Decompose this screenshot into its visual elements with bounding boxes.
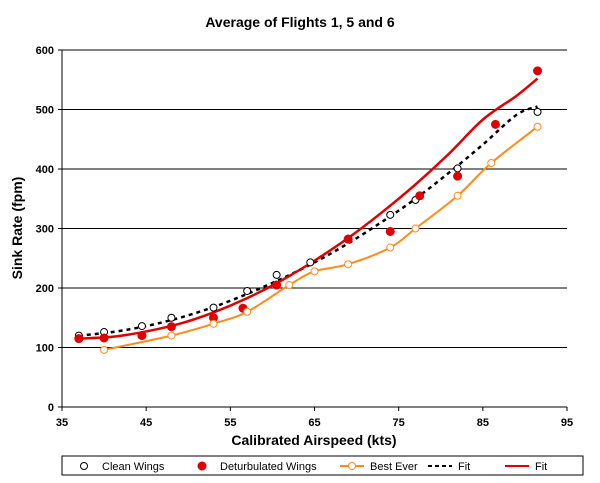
x-tick-label: 75 xyxy=(393,417,405,429)
x-tick-label: 55 xyxy=(224,417,236,429)
y-tick-label: 200 xyxy=(36,283,54,295)
x-tick-labels: 35 45 55 65 75 85 95 xyxy=(56,417,573,429)
data-point-1 xyxy=(385,226,395,236)
data-point-1 xyxy=(343,234,353,244)
data-point-2 xyxy=(386,243,395,252)
data-point-2 xyxy=(487,159,496,168)
data-point-2 xyxy=(310,267,319,276)
x-tick-label: 45 xyxy=(140,417,152,429)
data-point-2 xyxy=(243,307,252,316)
data-point-1 xyxy=(415,191,425,201)
y-tick-labels: 0 100 200 300 400 500 600 xyxy=(36,45,54,414)
y-tick-label: 100 xyxy=(36,343,54,355)
gridlines xyxy=(62,49,567,348)
data-point-1 xyxy=(490,119,500,129)
y-axis-title: Sink Rate (fpm) xyxy=(9,177,25,280)
legend-marker-2 xyxy=(348,462,356,470)
data-point-2 xyxy=(453,191,462,200)
data-point-2 xyxy=(100,345,109,354)
x-tick-label: 95 xyxy=(561,417,573,429)
data-point-1 xyxy=(272,280,282,290)
chart-title: Average of Flights 1, 5 and 6 xyxy=(205,14,395,30)
x-tick-label: 85 xyxy=(477,417,489,429)
legend-label-0: Clean Wings xyxy=(102,461,165,473)
legend-box xyxy=(61,455,584,476)
legend: Clean Wings Deturbulated Wings Best Ever Fi… xyxy=(61,455,584,476)
y-tick-label: 600 xyxy=(36,45,54,57)
x-axis-title: Calibrated Airspeed (kts) xyxy=(231,432,396,448)
legend-label-3: Fit xyxy=(458,461,470,473)
data-point-0 xyxy=(453,164,462,173)
data-point-2 xyxy=(533,122,542,131)
y-tick-label: 500 xyxy=(36,105,54,117)
data-point-2 xyxy=(411,224,420,233)
data-point-0 xyxy=(209,303,218,312)
data-point-2 xyxy=(344,260,353,269)
legend-label-4: Fit xyxy=(535,461,547,473)
data-point-2 xyxy=(209,319,218,328)
y-tick-label: 300 xyxy=(36,224,54,236)
data-point-1 xyxy=(533,66,543,76)
y-tick-label: 400 xyxy=(36,164,54,176)
data-point-0 xyxy=(167,313,176,322)
data-point-0 xyxy=(272,270,281,279)
legend-swatch-0 xyxy=(80,462,88,470)
axes xyxy=(58,49,568,411)
data-point-0 xyxy=(243,286,252,295)
data-point-0 xyxy=(306,258,315,267)
data-point-0 xyxy=(533,107,542,116)
series-line-4 xyxy=(78,77,539,340)
data-point-1 xyxy=(74,334,84,344)
series-line-3 xyxy=(78,105,539,337)
x-tick-label: 65 xyxy=(308,417,320,429)
y-tick-label: 0 xyxy=(48,402,54,414)
data-point-1 xyxy=(453,171,463,181)
legend-label-1: Deturbulated Wings xyxy=(220,461,317,473)
x-tick-label: 35 xyxy=(56,417,68,429)
data-point-2 xyxy=(167,331,176,340)
data-point-0 xyxy=(137,322,146,331)
data-point-0 xyxy=(386,210,395,219)
data-point-1 xyxy=(166,322,176,332)
data-point-1 xyxy=(99,333,109,343)
data-point-2 xyxy=(285,281,294,290)
data-point-1 xyxy=(137,331,147,341)
legend-swatch-1 xyxy=(197,461,207,471)
legend-label-2: Best Ever xyxy=(370,461,418,473)
series-points xyxy=(74,66,543,354)
